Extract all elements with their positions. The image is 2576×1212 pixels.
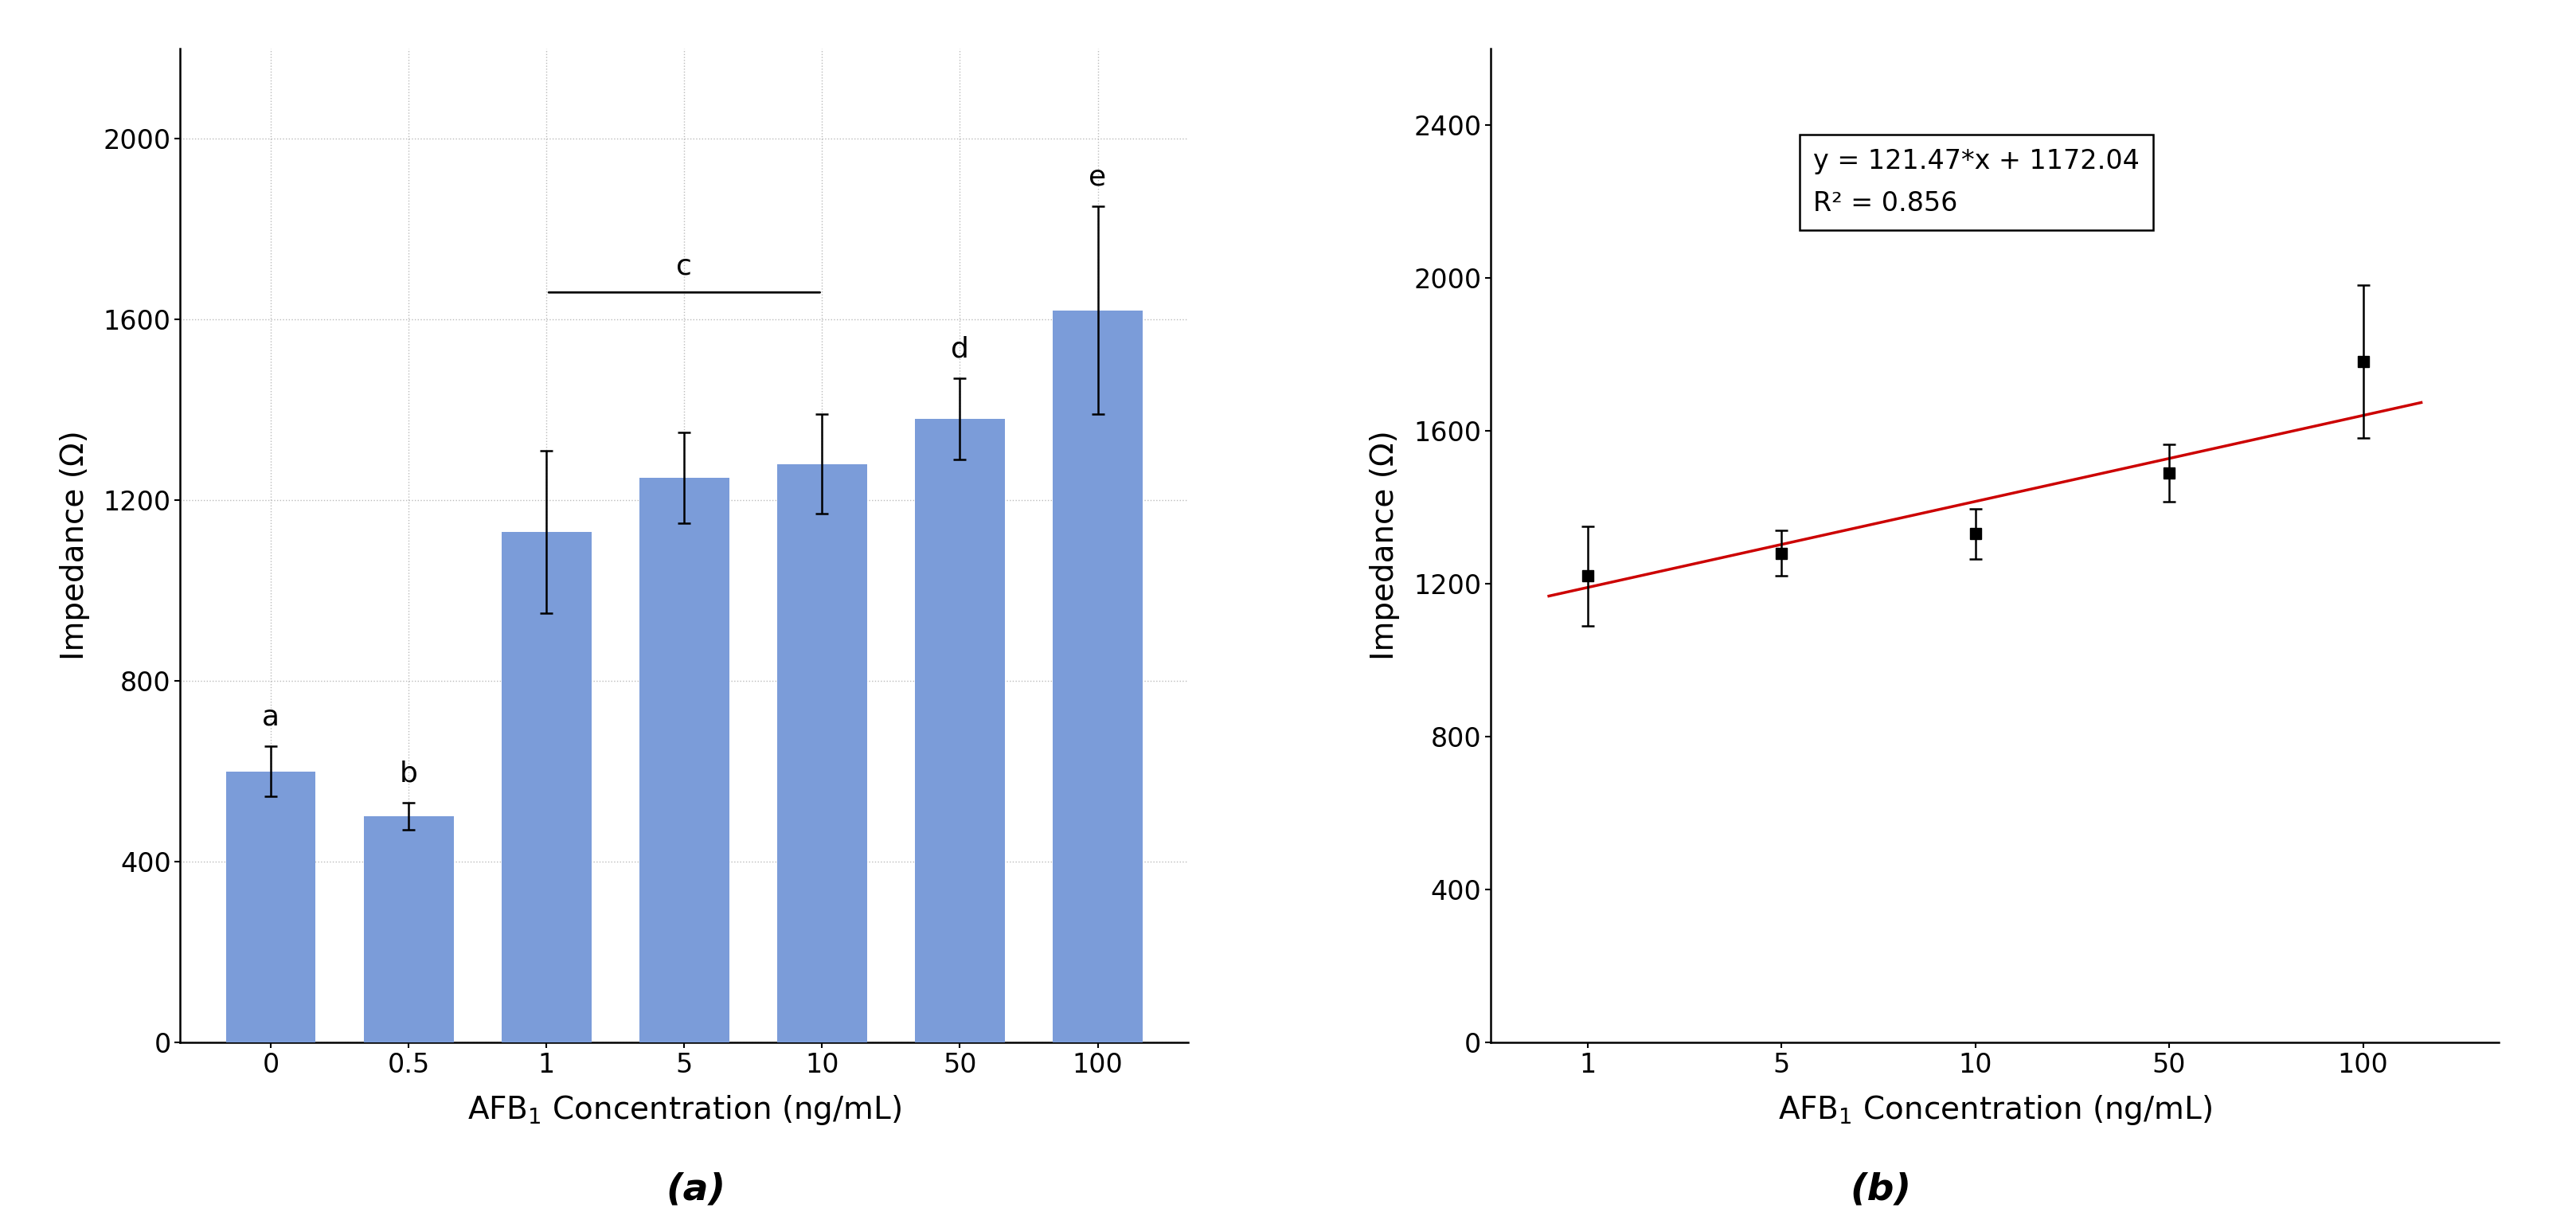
Text: a: a xyxy=(263,703,281,731)
X-axis label: $\mathregular{AFB_1}$ Concentration (ng/mL): $\mathregular{AFB_1}$ Concentration (ng/… xyxy=(1777,1093,2213,1127)
Bar xyxy=(227,771,317,1042)
Bar xyxy=(363,817,453,1042)
Bar xyxy=(778,464,868,1042)
Y-axis label: Impedance (Ω): Impedance (Ω) xyxy=(59,430,90,661)
Text: c: c xyxy=(677,252,693,280)
Text: (b): (b) xyxy=(1850,1172,1911,1208)
Bar xyxy=(1054,310,1144,1042)
Text: d: d xyxy=(951,336,969,362)
Bar xyxy=(502,532,592,1042)
Bar xyxy=(639,478,729,1042)
Text: y = 121.47*x + 1172.04
R² = 0.856: y = 121.47*x + 1172.04 R² = 0.856 xyxy=(1814,148,2141,217)
Text: e: e xyxy=(1090,164,1108,190)
Text: b: b xyxy=(399,760,417,787)
Bar xyxy=(914,419,1005,1042)
X-axis label: $\mathregular{AFB_1}$ Concentration (ng/mL): $\mathregular{AFB_1}$ Concentration (ng/… xyxy=(466,1093,902,1127)
Y-axis label: Impedance (Ω): Impedance (Ω) xyxy=(1370,430,1401,661)
Text: (a): (a) xyxy=(665,1172,726,1208)
